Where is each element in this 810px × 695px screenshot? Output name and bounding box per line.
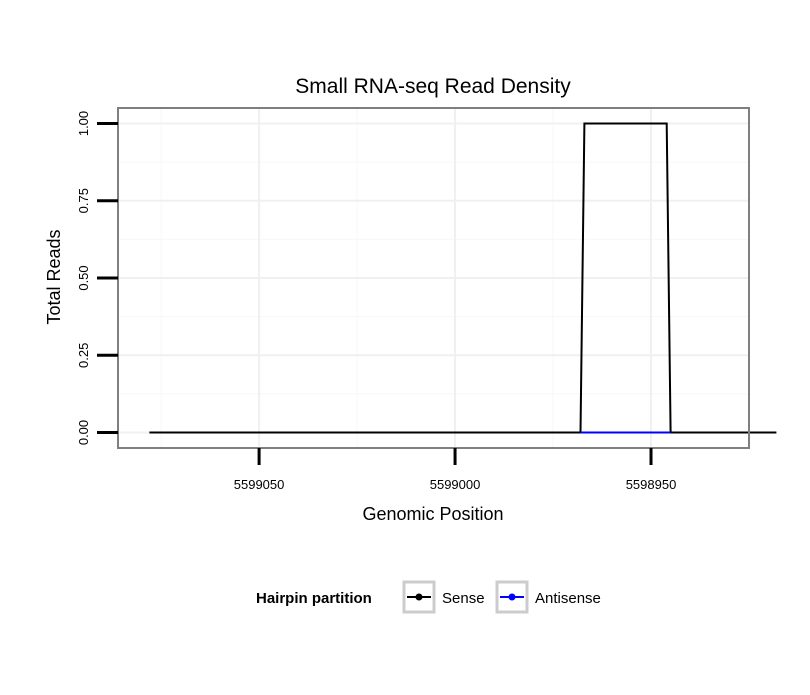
y-tick-label: 0.50: [76, 265, 91, 290]
y-tick-label: 0.00: [76, 420, 91, 445]
legend-label-antisense: Antisense: [535, 590, 601, 607]
legend-title: Hairpin partition: [256, 590, 372, 607]
legend-dot-sense: [415, 593, 423, 601]
legend-dot-antisense: [508, 593, 516, 601]
legend: Hairpin partition Sense Antisense: [256, 580, 601, 614]
plot-area: 0.00 0.25 0.50 0.75 1.00 5599050 5599000 559895…: [76, 107, 777, 492]
x-axis-label: Genomic Position: [362, 504, 503, 524]
y-axis-label: Total Reads: [44, 229, 64, 324]
chart-title: Small RNA-seq Read Density: [295, 75, 571, 98]
legend-label-sense: Sense: [442, 590, 485, 607]
y-tick-label: 1.00: [76, 111, 91, 136]
x-tick-label: 5599050: [234, 477, 285, 492]
x-tick-label: 5598950: [626, 477, 677, 492]
x-tick-label: 5599000: [430, 477, 481, 492]
y-tick-label: 0.25: [76, 343, 91, 368]
series-line-sense: [149, 122, 777, 434]
y-tick-label: 0.75: [76, 188, 91, 213]
